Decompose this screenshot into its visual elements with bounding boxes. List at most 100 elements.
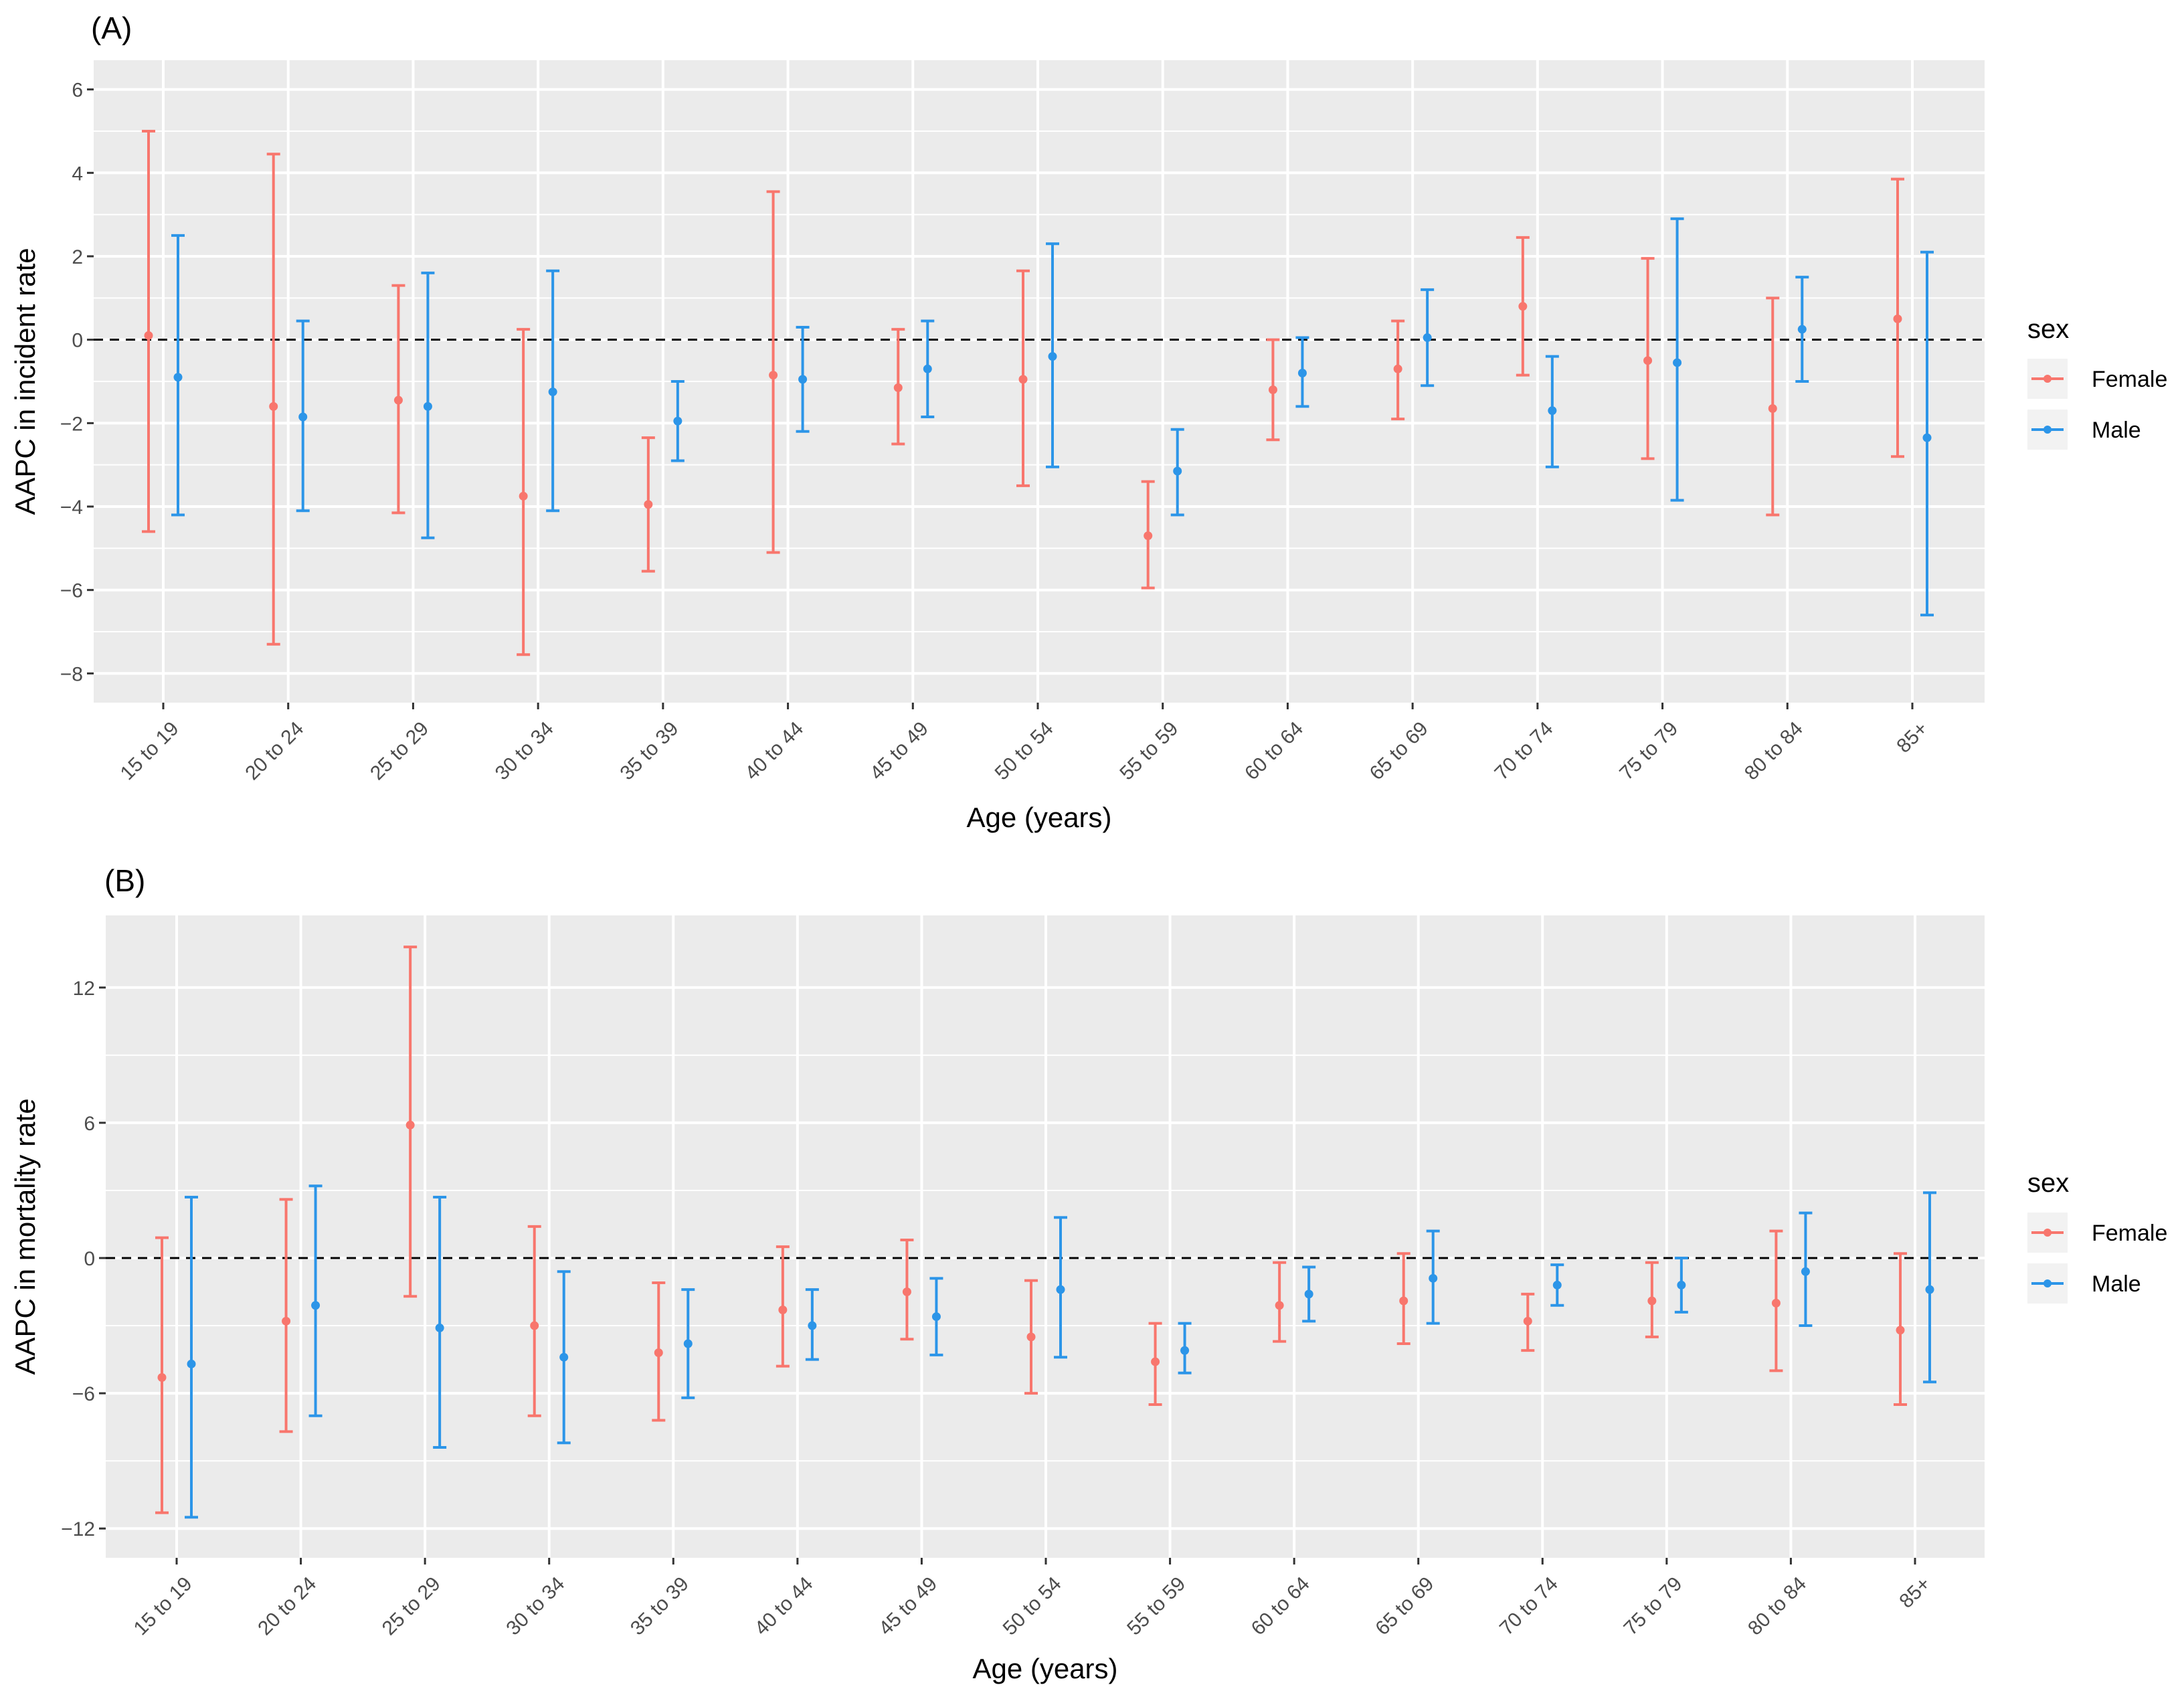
errorbar-male (1295, 336, 1309, 408)
estimate-point (1801, 1267, 1810, 1276)
errorbar-male (681, 1288, 695, 1399)
estimate-point (1144, 531, 1153, 541)
panel-label: (B) (104, 863, 145, 898)
errorbar-male (546, 269, 560, 513)
errorbar-male (1046, 242, 1059, 468)
estimate-point (644, 500, 653, 509)
y-tick-label: −6 (72, 1383, 95, 1405)
errorbar-male (557, 1270, 571, 1445)
estimate-point (1768, 404, 1777, 414)
errorbar-male (308, 1184, 323, 1417)
estimate-point (144, 331, 153, 340)
estimate-point (1056, 1285, 1065, 1294)
estimate-point (1548, 406, 1557, 416)
errorbar-male (1674, 1257, 1688, 1314)
estimate-point (923, 364, 932, 373)
errorbar-male (1795, 276, 1809, 383)
estimate-point (1771, 1298, 1781, 1308)
errorbar-female (517, 328, 531, 656)
errorbar-female (900, 1239, 914, 1341)
errorbar-female (1016, 269, 1030, 487)
errorbar-male (1170, 428, 1184, 517)
errorbar-female (766, 190, 780, 554)
gridlines (94, 60, 1985, 703)
errorbar-layer (155, 946, 1936, 1519)
errorbar-female (142, 129, 155, 533)
errorbar-male (185, 1196, 198, 1519)
estimate-point (1173, 466, 1182, 476)
errorbar-female (1766, 296, 1780, 517)
y-tick-label: 0 (84, 1248, 95, 1270)
y-axis-title: AAPC in mortality rate (9, 1098, 41, 1374)
errorbar-female (279, 1198, 293, 1433)
estimate-point (902, 1287, 911, 1297)
estimate-point (893, 383, 903, 392)
errorbar-female (652, 1281, 666, 1422)
y-tick-label: 6 (72, 80, 83, 102)
errorbar-male (433, 1196, 447, 1449)
estimate-point (1647, 1296, 1657, 1306)
errorbar-male (1670, 217, 1684, 502)
errorbar-female (1891, 177, 1904, 458)
errorbar-male (921, 319, 935, 418)
estimate-point (1643, 356, 1653, 365)
estimate-point (1048, 352, 1057, 361)
errorbar-female (1148, 1322, 1162, 1406)
estimate-point (435, 1323, 444, 1332)
estimate-point (1523, 1316, 1532, 1326)
legend-point-female (2043, 375, 2052, 383)
estimate-point (1151, 1357, 1160, 1366)
estimate-point (269, 401, 278, 411)
errorbar-male (805, 1288, 819, 1361)
estimate-point (1797, 325, 1807, 334)
errorbar-female (1521, 1292, 1535, 1352)
legend-title: sex (2027, 1168, 2069, 1198)
errorbar-male (1426, 1229, 1440, 1325)
errorbar-male (929, 1277, 943, 1356)
estimate-point (405, 1120, 415, 1130)
errorbar-male (421, 271, 435, 539)
estimate-point (1026, 1332, 1036, 1342)
errorbar-female (1641, 257, 1655, 460)
errorbar-male (296, 319, 310, 513)
y-axis: −12 −6 0 6 12 (61, 978, 106, 1540)
estimate-point (1552, 1280, 1562, 1289)
estimate-point (1018, 375, 1028, 384)
errorbar-female (1396, 1252, 1410, 1345)
y-tick-label: 6 (84, 1113, 95, 1135)
estimate-point (1423, 333, 1432, 343)
errorbar-male (1302, 1265, 1316, 1323)
estimate-point (519, 491, 528, 501)
errorbar-female (1769, 1229, 1783, 1372)
legend-point-male (2043, 1279, 2052, 1287)
errorbar-female (1516, 236, 1530, 377)
errorbar-male (1923, 1191, 1936, 1384)
errorbar-male (1799, 1211, 1813, 1328)
y-tick-label: 4 (72, 163, 83, 185)
estimate-point (1399, 1296, 1408, 1306)
errorbar-female (891, 328, 905, 446)
errorbar-female (641, 436, 655, 573)
estimate-point (1180, 1346, 1190, 1355)
estimate-point (808, 1321, 817, 1330)
y-tick-label: −8 (60, 663, 83, 685)
estimate-point (1268, 385, 1277, 394)
estimate-point (798, 375, 808, 384)
estimate-point (1429, 1273, 1438, 1283)
errorbar-female (1894, 1252, 1907, 1406)
errorbar-female (266, 153, 280, 646)
errorbar-layer (142, 129, 1934, 656)
errorbar-female (527, 1225, 541, 1417)
estimate-point (1673, 358, 1682, 367)
errorbar-female (155, 1236, 169, 1514)
estimate-point (654, 1348, 663, 1357)
estimate-point (311, 1301, 321, 1310)
errorbar-female (391, 284, 405, 515)
y-tick-label: −12 (61, 1518, 95, 1540)
errorbar-male (1178, 1322, 1192, 1374)
legend-point-female (2043, 1229, 2052, 1237)
estimate-point (559, 1352, 569, 1362)
legend-label-male: Male (2092, 1271, 2141, 1297)
x-axis-title: Age (years) (966, 802, 1111, 833)
